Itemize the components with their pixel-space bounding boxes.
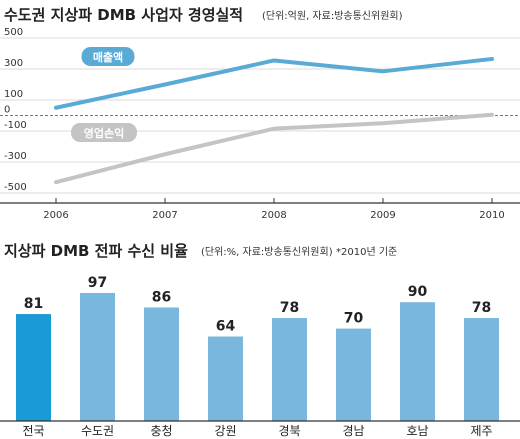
series-line-1 <box>54 56 494 110</box>
bar-chart-note: *2010년 기준 <box>336 246 397 258</box>
bar-chart-categories: 전국 수도권 충청 강원 경북 경남 호남 제주 <box>22 424 492 438</box>
series-label-badge <box>81 47 135 66</box>
bar-category-label: 충청 <box>150 424 172 438</box>
line-chart-title: 수도권 지상파 DMB 사업자 경영실적 <box>4 6 243 24</box>
bar-value-label: 64 <box>216 319 236 335</box>
bar <box>400 302 435 421</box>
y-tick-label: 500 <box>4 27 23 38</box>
bar <box>16 314 51 421</box>
bar-chart-subtitle: (단위:%, 자료:방송통신위원회) <box>201 245 333 258</box>
x-tick-label: 2007 <box>152 210 177 221</box>
bar-value-label: 90 <box>408 284 428 300</box>
x-tick-label: 2010 <box>479 210 504 221</box>
bar <box>144 307 179 421</box>
bar-value-label: 97 <box>88 275 107 291</box>
bar-value-label: 86 <box>152 289 171 305</box>
bar-chart-value-labels: 81 97 86 64 78 70 90 78 <box>24 275 491 335</box>
bar <box>336 328 371 421</box>
bar <box>464 318 499 421</box>
bar-value-label: 78 <box>280 300 299 316</box>
y-tick-label: -500 <box>4 182 27 193</box>
x-tick-label: 2009 <box>370 210 395 221</box>
line-chart-grid <box>0 37 520 194</box>
x-tick-label: 2008 <box>261 210 286 221</box>
y-tick-label: 300 <box>4 58 23 69</box>
line-chart-subtitle: (단위:억원, 자료:방송통신위원회) <box>262 9 403 22</box>
bar-category-label: 수도권 <box>81 424 114 438</box>
y-tick-label: 0 <box>4 105 10 116</box>
series-label: 매출액 <box>93 50 123 64</box>
line-chart-series <box>54 56 494 185</box>
series-label-badge <box>71 123 137 142</box>
bar <box>80 292 115 421</box>
bar-chart: 지상파 DMB 전파 수신 비율 (단위:%, 자료:방송통신위원회) *201… <box>0 242 520 438</box>
bar-category-label: 호남 <box>406 424 428 438</box>
bar <box>208 336 243 421</box>
y-tick-label: -300 <box>4 151 27 162</box>
bar-category-label: 제주 <box>470 424 492 438</box>
bar-category-label: 경남 <box>342 424 364 438</box>
series-label: 영업손익 <box>84 127 124 140</box>
y-tick-label: 100 <box>4 89 23 100</box>
x-tick-label: 2006 <box>43 210 68 221</box>
bar-chart-title: 지상파 DMB 전파 수신 비율 <box>4 242 188 260</box>
bar-value-label: 70 <box>344 311 364 327</box>
y-tick-label: -100 <box>4 120 27 131</box>
bar-chart-bars <box>16 292 499 421</box>
line-chart: 수도권 지상파 DMB 사업자 경영실적 (단위:억원, 자료:방송통신위원회)… <box>0 6 520 221</box>
line-chart-y-axis: 500 300 100 0 -100 -300 -500 <box>4 27 27 193</box>
bar-category-label: 경북 <box>278 424 300 438</box>
bar <box>272 318 307 421</box>
bar-value-label: 81 <box>24 296 43 312</box>
line-chart-x-axis: 2006 2007 2008 2009 2010 <box>0 198 520 221</box>
bar-value-label: 78 <box>472 300 491 316</box>
bar-category-label: 전국 <box>22 424 44 438</box>
bar-category-label: 강원 <box>214 424 236 438</box>
